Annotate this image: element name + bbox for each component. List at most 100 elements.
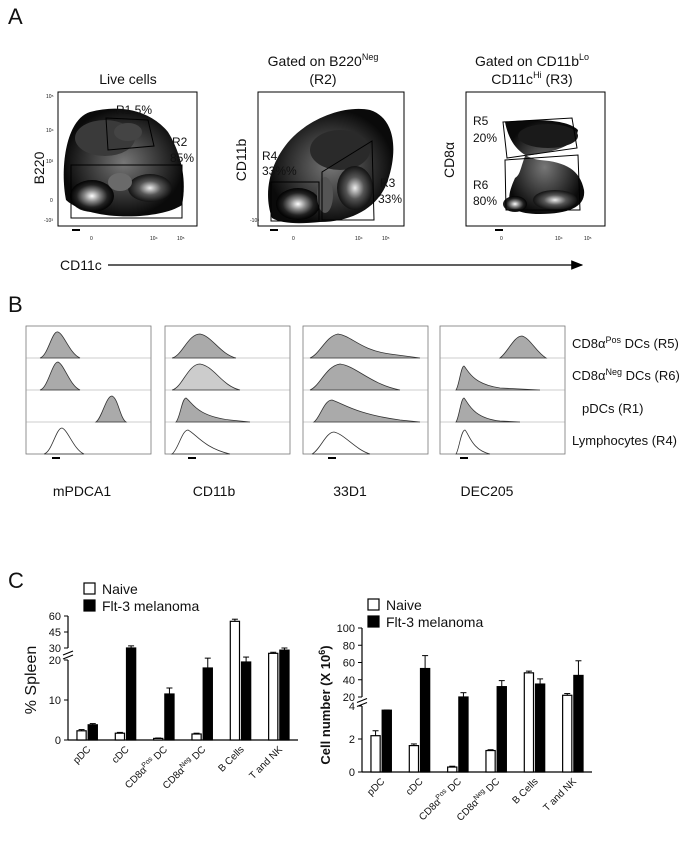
bar xyxy=(268,652,279,741)
bar xyxy=(523,672,535,773)
legend-label: Naive xyxy=(386,597,422,613)
panel-label-b: B xyxy=(8,292,23,317)
y-tick-label: 20 xyxy=(343,692,355,704)
svg-text:10⁵: 10⁵ xyxy=(584,236,592,242)
legend-label: Flt-3 melanoma xyxy=(386,614,483,630)
gate-r2-label: R2 xyxy=(172,135,188,149)
bar xyxy=(447,766,458,773)
axis-break-mark xyxy=(62,650,74,656)
y-tick-label: 80 xyxy=(343,640,355,652)
gate-r4-pct: 33%% xyxy=(262,164,297,178)
hist-row-label-0: CD8αPos DCs (R5) xyxy=(572,335,679,351)
bar xyxy=(202,667,213,741)
svg-text:10⁵: 10⁵ xyxy=(46,94,54,100)
bar xyxy=(419,667,431,773)
y-tick-label: 0 xyxy=(55,735,61,747)
plot3-ylabel: CD8α xyxy=(441,142,457,178)
bar xyxy=(229,620,241,741)
x-tick-label: T and NK xyxy=(541,776,579,814)
svg-text:0: 0 xyxy=(50,198,53,204)
gate-r6-pct: 80% xyxy=(473,194,497,208)
bar xyxy=(164,693,175,741)
svg-text:0: 0 xyxy=(500,236,503,242)
bar xyxy=(279,649,290,741)
x-tick-label: cDC xyxy=(404,776,426,798)
y-tick-label: 4 xyxy=(349,701,355,713)
bar xyxy=(370,735,381,773)
gate-r5-label: R5 xyxy=(473,114,489,128)
histogram-grid xyxy=(25,325,566,459)
gate-r5-pct: 20% xyxy=(473,131,497,145)
y-tick-label: 100 xyxy=(337,623,355,635)
y-tick-label: 45 xyxy=(49,627,61,639)
svg-text:0: 0 xyxy=(292,236,295,242)
density-plot-cd11blo: Gated on CD11bLo CD11cHi (R3) CD8α R5 20… xyxy=(441,52,606,242)
svg-text:10⁴: 10⁴ xyxy=(555,236,563,242)
svg-text:10⁴: 10⁴ xyxy=(46,128,54,134)
plot3-title-line2: CD11cHi (R3) xyxy=(491,70,572,87)
bar xyxy=(458,696,469,773)
y-tick-label: 60 xyxy=(49,611,61,623)
x-tick-label: cDC xyxy=(110,744,132,766)
bar xyxy=(240,661,252,741)
y-tick-label: 10 xyxy=(49,695,61,707)
bar xyxy=(191,733,202,741)
svg-text:10³: 10³ xyxy=(46,159,54,165)
density-plot-live-cells: Live cells B220 R1 5% R2 85% 10⁵ 10⁴ 10³ 0… xyxy=(31,71,198,242)
plot2-subtitle: (R2) xyxy=(309,71,336,87)
bar xyxy=(485,749,496,773)
hist-row-label-3: Lymphocytes (R4) xyxy=(572,433,677,448)
legend-swatch xyxy=(83,599,96,612)
legend-swatch xyxy=(83,582,96,595)
bar xyxy=(496,686,507,773)
panel-label-c: C xyxy=(8,568,24,593)
plot1-title: Live cells xyxy=(99,71,157,87)
hist-marker-0: mPDCA1 xyxy=(53,483,112,499)
legend-label: Flt-3 melanoma xyxy=(102,598,199,614)
plot1-ylabel: B220 xyxy=(31,151,47,184)
gate-r4-label: R4 xyxy=(262,149,278,163)
bar xyxy=(153,737,164,741)
plot2-title: Gated on B220Neg xyxy=(268,52,379,69)
plot3-title-line1: Gated on CD11bLo xyxy=(475,52,589,69)
hist-row-label-2: pDCs (R1) xyxy=(582,401,643,416)
svg-text:-10³: -10³ xyxy=(250,218,259,224)
hist-marker-2: 33D1 xyxy=(333,483,367,499)
bar xyxy=(562,694,573,773)
y-tick-label: 2 xyxy=(349,734,355,746)
hist-marker-3: DEC205 xyxy=(461,483,514,499)
axis-break-mark xyxy=(62,654,74,660)
svg-text:10⁴: 10⁴ xyxy=(150,236,158,242)
bar xyxy=(125,647,137,741)
x-tick-label: T and NK xyxy=(247,744,285,782)
axis-break-mark xyxy=(356,697,368,704)
y-tick-label: 30 xyxy=(49,643,61,655)
y-axis-label: % Spleen xyxy=(23,646,40,715)
x-tick-label: pDC xyxy=(71,744,93,766)
hist-marker-1: CD11b xyxy=(193,483,236,499)
hist-row-label-1: CD8αNeg DCs (R6) xyxy=(572,367,680,383)
svg-text:0: 0 xyxy=(90,236,93,242)
panelA-xlabel: CD11c xyxy=(60,257,102,273)
legend-swatch xyxy=(367,615,380,628)
y-tick-label: 0 xyxy=(349,767,355,779)
gate-r1-label: R1 5% xyxy=(116,103,152,117)
svg-text:10⁴: 10⁴ xyxy=(355,236,363,242)
bar xyxy=(114,732,126,741)
bar xyxy=(408,744,420,773)
bar xyxy=(76,730,87,741)
gate-r6-label: R6 xyxy=(473,178,489,192)
gate-r3-label: R3 xyxy=(380,176,396,190)
bar xyxy=(87,724,98,741)
legend-swatch xyxy=(367,598,380,611)
gate-r2-pct: 85% xyxy=(170,151,194,165)
plot2-ylabel: CD11b xyxy=(233,139,249,182)
bar xyxy=(534,683,546,773)
y-tick-label: 20 xyxy=(49,655,61,667)
legend-label: Naive xyxy=(102,581,138,597)
y-axis-label: Cell number (X 106) xyxy=(317,645,333,764)
bar xyxy=(573,674,584,773)
